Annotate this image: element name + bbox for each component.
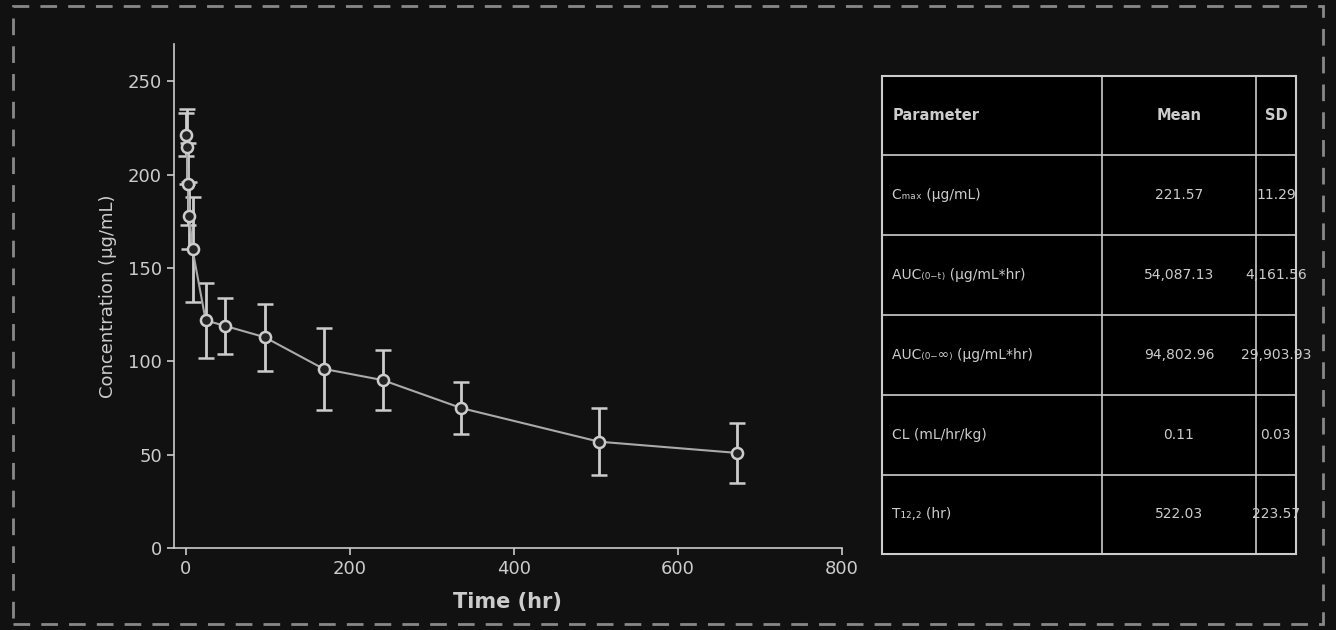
Text: SD: SD bbox=[1265, 108, 1287, 123]
Text: 4,161.56: 4,161.56 bbox=[1245, 268, 1307, 282]
Text: 221.57: 221.57 bbox=[1154, 188, 1204, 202]
Text: AUC₍₀₋∞₎ (μg/mL*hr): AUC₍₀₋∞₎ (μg/mL*hr) bbox=[892, 348, 1033, 362]
Text: Mean: Mean bbox=[1157, 108, 1201, 123]
Text: AUC₍₀₋ₜ₎ (μg/mL*hr): AUC₍₀₋ₜ₎ (μg/mL*hr) bbox=[892, 268, 1026, 282]
Text: Parameter: Parameter bbox=[892, 108, 979, 123]
Text: 54,087.13: 54,087.13 bbox=[1144, 268, 1214, 282]
Text: Cₘₐₓ (μg/mL): Cₘₐₓ (μg/mL) bbox=[892, 188, 981, 202]
Text: 29,903.93: 29,903.93 bbox=[1241, 348, 1311, 362]
Text: 11.29: 11.29 bbox=[1256, 188, 1296, 202]
X-axis label: Time (hr): Time (hr) bbox=[453, 592, 562, 612]
Text: 94,802.96: 94,802.96 bbox=[1144, 348, 1214, 362]
Text: T₁₂,₂ (hr): T₁₂,₂ (hr) bbox=[892, 508, 951, 522]
Text: 0.11: 0.11 bbox=[1164, 428, 1194, 442]
Text: 223.57: 223.57 bbox=[1252, 508, 1300, 522]
Text: CL (mL/hr/kg): CL (mL/hr/kg) bbox=[892, 428, 987, 442]
Text: 0.03: 0.03 bbox=[1261, 428, 1291, 442]
Y-axis label: Concentration (μg/mL): Concentration (μg/mL) bbox=[99, 194, 116, 398]
Text: 522.03: 522.03 bbox=[1154, 508, 1204, 522]
